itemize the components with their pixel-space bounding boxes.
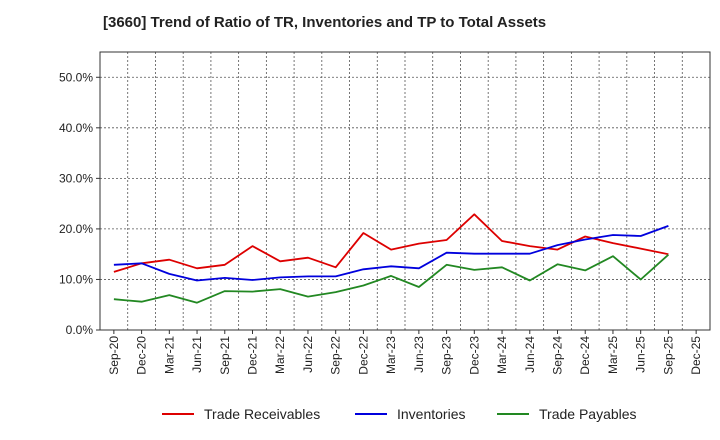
plot-frame <box>99 51 711 331</box>
y-tick-label: 20.0% <box>59 222 93 236</box>
x-tick-label: Sep-25 <box>661 336 675 375</box>
y-tick-label: 30.0% <box>59 171 93 185</box>
x-tick-label: Mar-23 <box>384 336 398 374</box>
legend-label-trade-payables: Trade Payables <box>539 406 637 422</box>
x-tick-label: Mar-21 <box>162 336 176 374</box>
series-line-trade-receivables <box>113 213 669 273</box>
series-line-trade-payables <box>113 254 670 304</box>
x-tick-label: Dec-25 <box>689 336 703 375</box>
chart-title: [3660] Trend of Ratio of TR, Inventories… <box>103 14 547 31</box>
x-tick-label: Dec-21 <box>246 336 260 375</box>
x-tick-label: Jun-21 <box>190 336 204 373</box>
legend-label-inventories: Inventories <box>397 406 465 422</box>
x-tick-label: Dec-20 <box>135 336 149 375</box>
x-tick-label: Dec-22 <box>356 336 370 375</box>
x-tick-label: Dec-24 <box>578 336 592 375</box>
x-tick-label: Dec-23 <box>467 336 481 375</box>
x-tick-label: Sep-21 <box>218 336 232 375</box>
y-tick-label: 50.0% <box>59 70 93 84</box>
x-tick-label: Mar-22 <box>273 336 287 374</box>
y-tick-label: 40.0% <box>59 121 93 135</box>
x-tick-label: Jun-25 <box>634 336 648 373</box>
x-tick-label: Mar-24 <box>495 336 509 374</box>
x-tick-label: Mar-25 <box>606 336 620 374</box>
x-tick-label: Jun-22 <box>301 336 315 373</box>
x-tick-label: Sep-20 <box>107 336 121 375</box>
x-tick-label: Sep-23 <box>440 336 454 375</box>
x-tick-label: Jun-23 <box>412 336 426 373</box>
series-line-inventories <box>113 225 669 282</box>
legend-label-trade-receivables: Trade Receivables <box>204 406 320 422</box>
x-tick-label: Jun-24 <box>523 336 537 373</box>
x-tick-label: Sep-24 <box>551 336 565 375</box>
x-tick-label: Sep-22 <box>329 336 343 375</box>
y-tick-label: 10.0% <box>59 272 93 286</box>
y-tick-label: 0.0% <box>66 323 94 337</box>
